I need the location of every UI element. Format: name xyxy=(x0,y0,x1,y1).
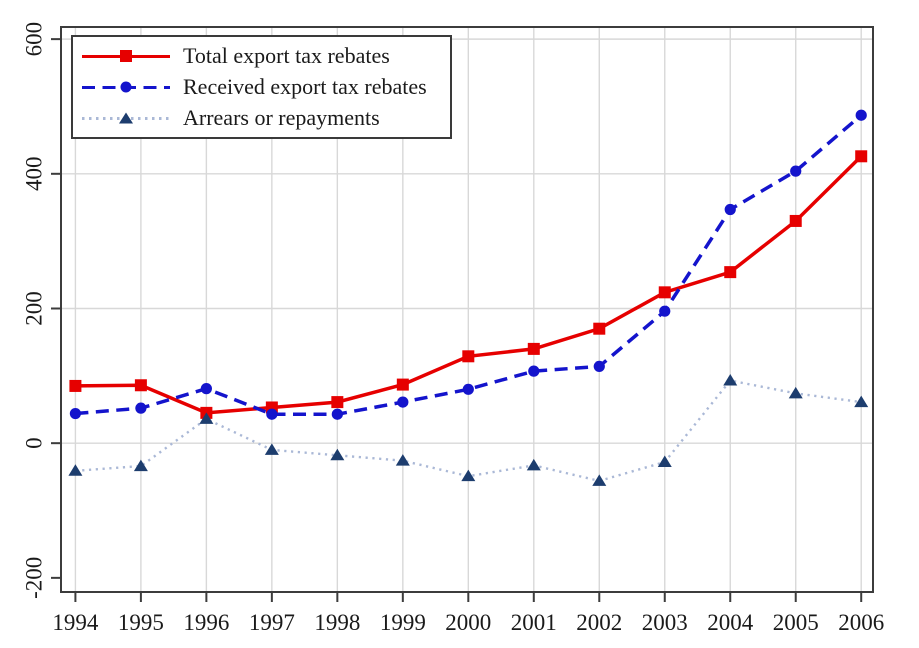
data-point-triangle-arrears-or-repayments xyxy=(723,374,738,386)
x-tick-label: 2000 xyxy=(445,610,491,635)
data-point-square-total-export-tax-rebates xyxy=(396,378,409,391)
data-point-triangle-arrears-or-repayments xyxy=(592,474,607,486)
y-tick-label: 400 xyxy=(22,157,47,192)
data-point-square-total-export-tax-rebates xyxy=(69,379,82,392)
legend-box: Total export tax rebates Received export… xyxy=(71,35,452,139)
data-point-triangle-arrears-or-repayments xyxy=(330,448,345,461)
square-marker-icon xyxy=(120,50,132,62)
data-point-circle-received-export-tax-rebates xyxy=(69,407,82,420)
data-point-circle-received-export-tax-rebates xyxy=(659,305,671,317)
data-point-triangle-arrears-or-repayments xyxy=(395,454,410,466)
legend-line-sample xyxy=(82,109,170,127)
legend-label: Total export tax rebates xyxy=(183,43,390,68)
legend-item-received-export-tax-rebates: Received export tax rebates xyxy=(82,72,450,102)
data-point-circle-received-export-tax-rebates xyxy=(855,109,867,121)
x-tick-label: 1998 xyxy=(314,610,360,635)
data-point-circle-received-export-tax-rebates xyxy=(331,408,343,420)
data-point-triangle-arrears-or-repayments xyxy=(199,412,214,424)
data-point-triangle-arrears-or-repayments xyxy=(461,469,476,482)
data-point-square-total-export-tax-rebates xyxy=(724,266,737,279)
plot-frame xyxy=(60,26,874,593)
data-point-circle-received-export-tax-rebates xyxy=(135,402,147,414)
legend-label: Received export tax rebates xyxy=(183,74,427,99)
data-point-square-total-export-tax-rebates xyxy=(331,396,344,409)
x-tick-label: 2001 xyxy=(511,610,557,635)
x-tick-label: 2003 xyxy=(642,610,688,635)
data-point-circle-received-export-tax-rebates xyxy=(790,165,802,177)
data-point-triangle-arrears-or-repayments xyxy=(133,459,148,472)
data-point-triangle-arrears-or-repayments xyxy=(657,455,672,468)
data-point-square-total-export-tax-rebates xyxy=(789,214,802,227)
x-tick-label: 1995 xyxy=(118,610,164,635)
y-tick-label: -200 xyxy=(22,557,47,599)
x-tick-label: 2006 xyxy=(838,610,884,635)
y-tick-label: 0 xyxy=(22,437,47,449)
data-point-square-total-export-tax-rebates xyxy=(527,342,540,355)
legend-label: Arrears or repayments xyxy=(183,105,380,130)
data-point-square-total-export-tax-rebates xyxy=(855,150,868,163)
data-point-circle-received-export-tax-rebates xyxy=(593,360,605,373)
x-tick-label: 2005 xyxy=(773,610,819,635)
data-point-triangle-arrears-or-repayments xyxy=(788,386,803,399)
legend-item-total-export-tax-rebates: Total export tax rebates xyxy=(82,41,450,71)
legend-line-sample xyxy=(82,47,170,65)
x-tick-label: 2004 xyxy=(707,610,754,635)
legend-item-arrears-or-repayments: Arrears or repayments xyxy=(82,103,450,133)
x-tick-label: 1999 xyxy=(380,610,426,635)
x-tick-label: 1994 xyxy=(52,610,99,635)
data-point-triangle-arrears-or-repayments xyxy=(526,458,541,471)
triangle-marker-icon xyxy=(119,112,133,124)
data-point-square-total-export-tax-rebates xyxy=(593,322,606,335)
data-point-circle-received-export-tax-rebates xyxy=(200,383,212,395)
data-point-square-total-export-tax-rebates xyxy=(658,286,671,299)
data-point-circle-received-export-tax-rebates xyxy=(397,396,409,408)
x-tick-label: 2002 xyxy=(576,610,622,635)
data-point-triangle-arrears-or-repayments xyxy=(68,464,83,476)
data-point-circle-received-export-tax-rebates xyxy=(462,383,474,395)
data-point-circle-received-export-tax-rebates xyxy=(266,408,278,420)
x-tick-label: 1997 xyxy=(249,610,295,635)
x-tick-label: 1996 xyxy=(183,610,229,635)
data-point-circle-received-export-tax-rebates xyxy=(724,203,736,216)
data-point-triangle-arrears-or-repayments xyxy=(854,395,869,408)
data-point-square-total-export-tax-rebates xyxy=(462,350,475,363)
legend-line-sample xyxy=(82,78,170,96)
y-tick-label: 600 xyxy=(22,22,47,57)
y-tick-label: 200 xyxy=(22,291,47,326)
data-point-circle-received-export-tax-rebates xyxy=(528,365,540,377)
data-point-triangle-arrears-or-repayments xyxy=(264,443,279,455)
circle-marker-icon xyxy=(120,81,132,93)
data-point-square-total-export-tax-rebates xyxy=(134,379,147,392)
